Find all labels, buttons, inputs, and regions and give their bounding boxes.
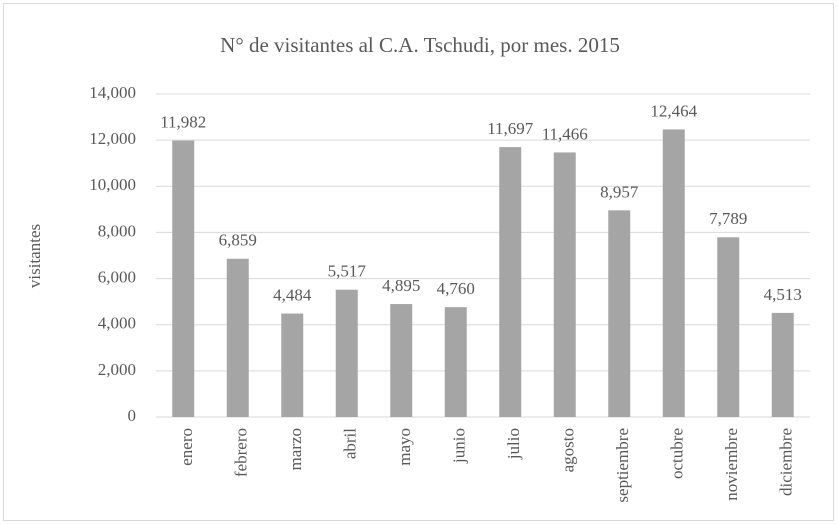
data-label: 12,464 — [650, 101, 697, 120]
x-tick-label: septiembre — [613, 428, 632, 503]
y-tick-label: 2,000 — [98, 360, 136, 379]
y-tick-label: 8,000 — [98, 221, 136, 240]
bar — [499, 147, 522, 418]
bar — [771, 312, 794, 417]
y-tick-label: 4,000 — [98, 314, 136, 333]
bar — [226, 258, 249, 417]
x-tick-label: junio — [450, 428, 469, 464]
chart-title: N° de visitantes al C.A. Tschudi, por me… — [220, 33, 620, 57]
y-axis-label: visitantes — [25, 224, 44, 288]
data-label: 7,789 — [709, 209, 747, 228]
data-label: 4,760 — [437, 279, 475, 298]
y-tick-label: 14,000 — [89, 83, 136, 102]
chart-border — [3, 3, 834, 521]
y-tick-label: 10,000 — [89, 175, 136, 194]
bar — [390, 304, 413, 417]
data-label: 5,517 — [328, 262, 367, 281]
bar — [662, 129, 685, 417]
x-tick-label: julio — [504, 428, 523, 460]
bar — [335, 289, 358, 417]
data-label: 11,697 — [487, 119, 534, 138]
data-label: 4,895 — [382, 276, 420, 295]
data-label: 4,484 — [273, 285, 312, 304]
x-tick-label: octubre — [668, 428, 687, 479]
data-label: 4,513 — [764, 285, 802, 304]
y-tick-label: 12,000 — [89, 129, 136, 148]
y-tick-label: 0 — [128, 406, 137, 425]
bar — [172, 140, 195, 417]
x-tick-label: abril — [341, 428, 360, 459]
y-tick-label: 6,000 — [98, 267, 136, 286]
bar — [717, 237, 740, 417]
x-tick-label: mayo — [395, 428, 414, 466]
x-tick-label: febrero — [232, 428, 251, 477]
x-tick-label: agosto — [559, 428, 578, 472]
bar — [608, 210, 631, 417]
x-tick-label: enero — [177, 428, 196, 466]
x-tick-label: noviembre — [722, 428, 741, 501]
bar — [444, 307, 467, 417]
data-label: 8,957 — [600, 182, 639, 201]
bar — [553, 152, 576, 417]
data-label: 11,982 — [160, 112, 206, 131]
data-label: 11,466 — [542, 124, 588, 143]
x-tick-label: diciembre — [777, 428, 796, 496]
x-tick-label: marzo — [286, 428, 305, 470]
data-label: 6,859 — [219, 231, 257, 250]
bar — [281, 313, 304, 417]
